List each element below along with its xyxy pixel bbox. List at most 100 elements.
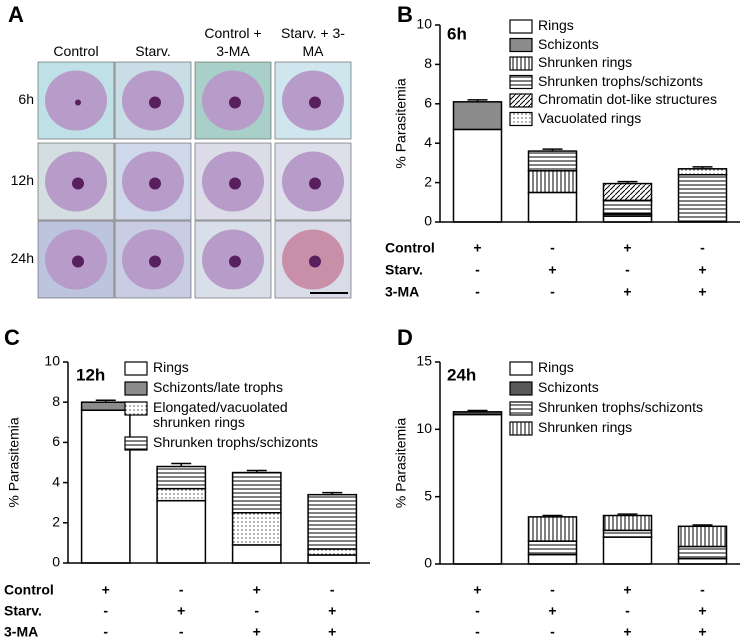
condition-sign: -: [179, 582, 184, 598]
condition-sign: -: [179, 624, 184, 640]
condition-sign: +: [623, 284, 631, 300]
legend-label-text: Shrunken rings: [538, 420, 633, 435]
y-tick-label: 5: [424, 487, 432, 503]
legend-label-text: Vacuolated rings: [538, 110, 642, 126]
legend-label: Rings: [153, 360, 189, 375]
bar-segment: [677, 173, 728, 223]
y-tick-label: 10: [416, 420, 432, 436]
legend-swatch: [509, 56, 533, 71]
legend-label-text: Schizonts: [538, 36, 599, 52]
condition-name: 3-MA: [385, 284, 419, 300]
bar-segment: [602, 215, 653, 223]
error-bar: [246, 469, 267, 473]
y-tick-label: 0: [424, 213, 432, 229]
bar-segment: [231, 471, 282, 514]
error-bar: [692, 166, 713, 169]
condition-sign: -: [254, 603, 259, 619]
y-tick-label: 2: [424, 173, 432, 189]
column-header: Starv.: [135, 43, 171, 59]
condition-sign: +: [698, 603, 706, 619]
condition-sign: +: [548, 262, 556, 278]
parasite: [309, 255, 321, 268]
parasite: [72, 177, 84, 190]
bar-segment: [156, 465, 207, 490]
legend-label: Shrunken rings: [538, 420, 633, 435]
legend-label-text: Elongated/vacuolated shrunken rings: [153, 400, 288, 430]
legend-label-text: Shrunken rings: [538, 55, 633, 70]
condition-sign: -: [330, 582, 335, 598]
bar-segment: [527, 170, 578, 194]
legend-swatch: [124, 436, 148, 451]
bar-segment: [527, 553, 578, 565]
bar-segment: [452, 411, 503, 416]
condition-sign: -: [625, 262, 630, 278]
bar-segment: [602, 536, 653, 565]
condition-sign: +: [473, 582, 481, 598]
legend-label: Schizonts: [538, 36, 599, 52]
legend-label: Elongated/vacuolated shrunken rings: [153, 400, 288, 430]
row-label: 6h: [18, 91, 34, 107]
legend-swatch: [509, 37, 533, 53]
y-tick-label: 6: [52, 433, 60, 449]
condition-sign: -: [550, 582, 555, 598]
error-bar: [617, 180, 638, 184]
bar-segment: [80, 401, 131, 411]
panel-a: A: [8, 2, 24, 27]
condition-sign: +: [253, 582, 261, 598]
y-tick-label: 10: [416, 16, 432, 32]
bar-segment: [452, 128, 503, 223]
bar-segment: [677, 557, 728, 565]
condition-sign: +: [102, 582, 110, 598]
condition-sign: +: [698, 624, 706, 640]
bar-segment: [602, 529, 653, 538]
condition-sign: -: [475, 624, 480, 640]
chart-title: 24h: [447, 365, 476, 384]
condition-sign: -: [625, 603, 630, 619]
bar-segment: [527, 191, 578, 223]
condition-sign: +: [698, 262, 706, 278]
parasite: [309, 177, 321, 190]
bar-segment: [307, 554, 358, 564]
bar-segment: [602, 182, 653, 202]
parasite: [149, 177, 161, 190]
legend-label: Shrunken rings: [538, 55, 633, 70]
condition-sign: -: [103, 624, 108, 640]
parasite: [229, 255, 241, 268]
error-bar: [171, 462, 192, 467]
chart-title: 12h: [76, 365, 105, 384]
condition-sign: -: [475, 603, 480, 619]
error-bar: [542, 148, 563, 152]
bar-segment: [452, 101, 503, 131]
legend-label-text: Chromatin dot-like structures: [538, 92, 717, 107]
legend-swatch: [509, 111, 533, 127]
condition-sign: +: [177, 603, 185, 619]
bar-segment: [231, 544, 282, 564]
legend-label: Shrunken trophs/schizonts: [538, 73, 703, 89]
condition-name: Starv.: [385, 262, 423, 278]
legend-label: Vacuolated rings: [538, 110, 642, 126]
legend-label-text: Shrunken trophs/schizonts: [538, 73, 703, 89]
y-tick-label: 4: [424, 134, 432, 150]
condition-name: Starv.: [4, 603, 42, 619]
parasite: [149, 96, 161, 109]
column-header: Control: [53, 43, 99, 59]
column-header-text: Control: [53, 43, 99, 59]
legend-swatch: [509, 361, 533, 376]
error-bar: [542, 514, 563, 517]
condition-name: Control: [4, 582, 54, 598]
legend-swatch: [124, 361, 148, 376]
bar-segment: [452, 413, 503, 565]
condition-sign: -: [550, 624, 555, 640]
parasite: [309, 96, 321, 109]
bar-segment: [527, 516, 578, 542]
parasite: [149, 255, 161, 268]
legend-label-text: Rings: [538, 18, 574, 33]
bar-segment: [602, 514, 653, 532]
bar-segment: [677, 525, 728, 548]
column-header: Starv. + 3-MA: [281, 25, 345, 59]
legend-label: Shrunken trophs/schizonts: [153, 435, 318, 450]
panel-letter: A: [8, 2, 24, 27]
y-tick-label: 10: [44, 353, 60, 369]
condition-sign: +: [623, 240, 631, 256]
legend-label-text: Rings: [538, 360, 574, 375]
